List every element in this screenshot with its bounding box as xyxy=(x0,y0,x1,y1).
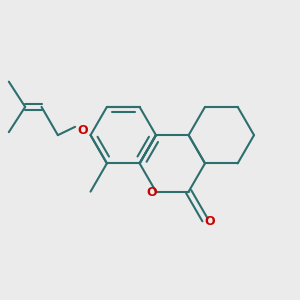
Text: O: O xyxy=(146,186,157,199)
Text: O: O xyxy=(77,124,88,137)
Text: O: O xyxy=(204,215,215,228)
